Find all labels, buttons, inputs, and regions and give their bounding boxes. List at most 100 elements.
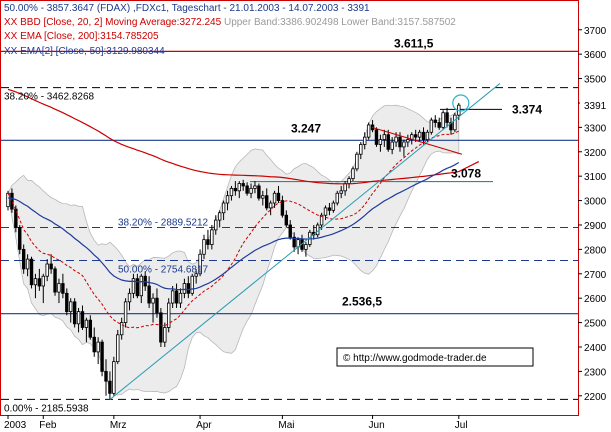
candle-body [210,229,214,245]
candle-body [304,244,308,250]
candle-body [72,301,77,325]
candle-body [268,202,273,209]
copyright-box [336,347,534,367]
candle-body [194,273,198,277]
x-tick-label: Mrz [110,420,127,431]
last-price-circle [452,94,470,112]
last-price-tag-bg [580,99,610,112]
candle-body [449,122,453,131]
candle-body [143,275,147,287]
candle-body [92,336,96,353]
candle-body [406,139,410,143]
candle-body [265,195,269,209]
candle-body [186,283,191,294]
candle-body [398,136,402,148]
y-axis: 3700360035003400330032003100300029002800… [578,26,610,403]
x-tick-label: Mai [278,420,294,431]
candle-body [135,278,140,297]
candle-body [421,131,426,140]
candle-body [292,236,296,248]
candle-body [10,192,14,210]
candle-body [112,361,116,394]
candle-body [21,248,26,270]
candle-body [347,178,351,184]
legend-ema200: XX EMA [Close, 200]:3154.785205 [4,31,159,42]
candle-body [80,311,85,328]
candle-body [441,112,445,128]
level-label: 3.374 [512,102,542,116]
candle-body [272,192,277,204]
legend-bbd-bands: Upper Band:3386.902498 Lower Band:3157.5… [221,17,456,28]
legend-bbd-text: XX BBD [Close, 20, 2] Moving Average:327… [4,17,222,28]
candle-body [139,275,143,297]
candle-body [237,183,241,192]
uptrend-line [109,83,501,400]
candle-body [351,168,355,180]
candle-body [363,136,367,145]
header-title: (FDAX) ,FDXc1, Tageschart - 21.01.2003 -… [94,3,370,14]
candle-body [261,195,265,199]
candle-body [378,139,383,145]
y-tick-label: 2900 [584,221,607,232]
candle-body [116,334,120,363]
candle-body [225,195,230,204]
candle-body [359,144,363,155]
x-tick-label: Apr [196,420,212,431]
candle-body [155,297,159,314]
candle-body [119,322,124,336]
candle-body [402,141,406,148]
level-label: 3.078 [451,167,481,181]
candle-body [390,141,394,150]
candle-body [151,297,155,304]
candle-body [445,112,449,123]
candle-body [323,207,328,216]
fibonacci-labels: 38.20% - 3462.8268 38.20% - 2889.5212 50.0… [4,92,209,415]
candle-body [382,134,387,140]
candle-body [366,124,371,138]
candle-body [45,263,49,277]
candle-body [57,283,61,293]
price-series [6,102,461,400]
header-fib-50: 50.00% - 3857.3647 (FDAX) ,FDXc1, Tagesc… [4,3,370,14]
level-label: 3.611,5 [394,36,434,50]
candle-body [84,319,89,328]
candle-body [127,292,132,303]
candle-body [288,224,292,238]
candle-body [394,136,398,143]
candle-body [280,200,285,216]
candle-body [425,131,430,140]
candle-body [190,275,194,294]
level-label: 3.247 [291,121,321,135]
candle-body [108,380,112,394]
candle-body [339,190,343,194]
y-tick-label: 2800 [584,245,607,256]
y-tick-label: 2600 [584,294,607,305]
y-tick-label: 3000 [584,197,607,208]
y-tick-label: 2500 [584,319,607,330]
candle-body [233,187,238,192]
candle-body [386,134,390,150]
candle-body [37,278,42,287]
candle-body [276,192,281,201]
candle-body [206,239,210,245]
candle-body [147,285,151,304]
candle-body [433,119,437,123]
candle-body [104,370,108,382]
y-tick-label: 2200 [584,392,607,403]
y-tick-label: 3200 [584,148,607,159]
candle-body [245,185,249,194]
candle-body [335,192,339,204]
candle-body [61,283,65,294]
candle-body [413,134,418,138]
candle-body [65,292,69,313]
candle-body [429,119,434,133]
candle-body [221,202,226,214]
downtrend-line [371,126,463,155]
candle-body [229,187,234,197]
candle-body [88,319,93,338]
ma20-line [7,130,460,329]
y-tick-label: 3500 [584,75,607,86]
candle-body [174,290,179,304]
plot-frame [0,0,579,416]
candle-body [374,129,379,145]
